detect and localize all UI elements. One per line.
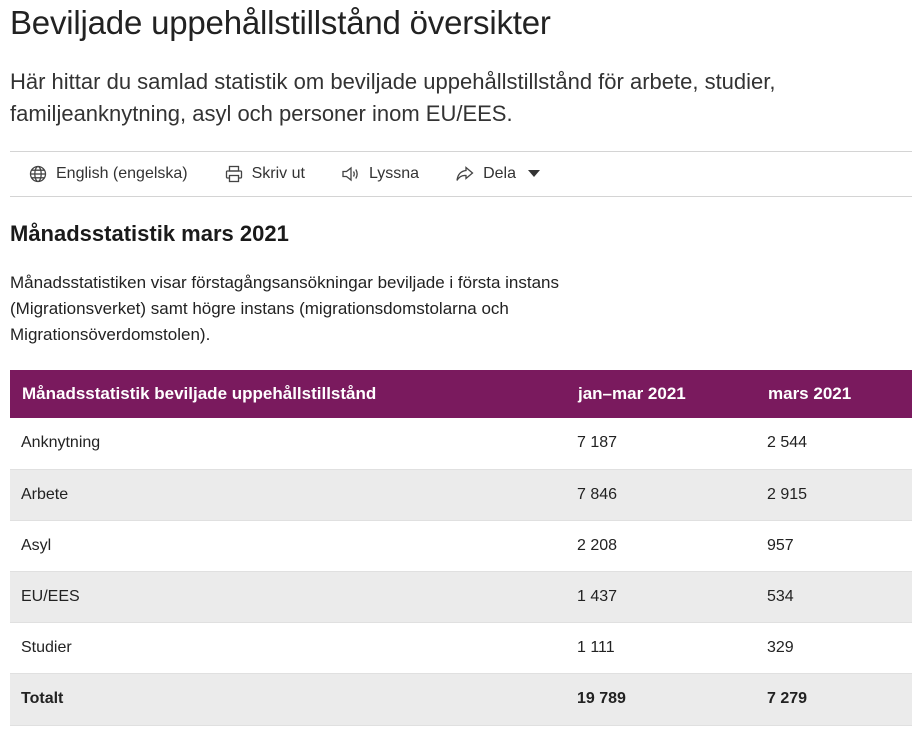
row-category: EU/EES [10, 571, 566, 623]
share-dropdown[interactable]: Dela [455, 164, 540, 184]
listen-label: Lyssna [368, 165, 420, 182]
row-month-value: 534 [756, 571, 912, 623]
section-description: Månadsstatistiken visar förstagångsansök… [10, 273, 560, 344]
row-category: Anknytning [10, 418, 566, 470]
row-quarter-value: 7 187 [566, 418, 756, 470]
row-month-value: 2 915 [756, 469, 912, 521]
listen-button[interactable]: Lyssna [341, 164, 419, 184]
row-month-value: 957 [756, 520, 912, 572]
table-header-row: Månadsstatistik beviljade uppehållstills… [10, 370, 912, 418]
row-quarter-value: 7 846 [566, 469, 756, 521]
table-row: EU/EES 1 437 534 [10, 571, 912, 623]
table-total-row: Totalt 19 789 7 279 [10, 673, 912, 726]
column-header-month: mars 2021 [756, 370, 912, 418]
row-category: Arbete [10, 469, 566, 521]
toolbar: English (engelska) Skriv ut Lyssna [10, 151, 912, 197]
table-row: Arbete 7 846 2 915 [10, 469, 912, 521]
language-label: English (engelska) [56, 165, 188, 182]
column-header-category: Månadsstatistik beviljade uppehållstills… [10, 370, 566, 418]
speaker-icon [341, 164, 361, 184]
column-header-quarter: jan–mar 2021 [566, 370, 756, 418]
row-category: Asyl [10, 520, 566, 572]
row-category: Studier [10, 622, 566, 674]
globe-icon [28, 164, 48, 184]
row-quarter-value: 2 208 [566, 520, 756, 572]
share-label: Dela [483, 165, 516, 182]
chevron-down-icon [527, 170, 540, 178]
total-label: Totalt [10, 673, 566, 726]
print-label: Skriv ut [251, 165, 305, 182]
table-row: Anknytning 7 187 2 544 [10, 418, 912, 470]
row-quarter-value: 1 111 [566, 622, 756, 674]
section-title: Månadsstatistik mars 2021 [10, 221, 289, 246]
row-month-value: 2 544 [756, 418, 912, 470]
language-link[interactable]: English (engelska) [28, 164, 188, 184]
row-quarter-value: 1 437 [566, 571, 756, 623]
intro-text: Här hittar du samlad statistik om bevilj… [10, 69, 776, 126]
table-row: Studier 1 111 329 [10, 622, 912, 674]
print-button[interactable]: Skriv ut [224, 164, 305, 184]
table-row: Asyl 2 208 957 [10, 520, 912, 572]
page-title: Beviljade uppehållstillstånd översikter [10, 4, 551, 41]
total-month-value: 7 279 [756, 673, 912, 726]
statistics-table: Månadsstatistik beviljade uppehållstills… [10, 370, 912, 726]
printer-icon [224, 164, 244, 184]
total-quarter-value: 19 789 [566, 673, 756, 726]
share-icon [455, 164, 475, 184]
row-month-value: 329 [756, 622, 912, 674]
